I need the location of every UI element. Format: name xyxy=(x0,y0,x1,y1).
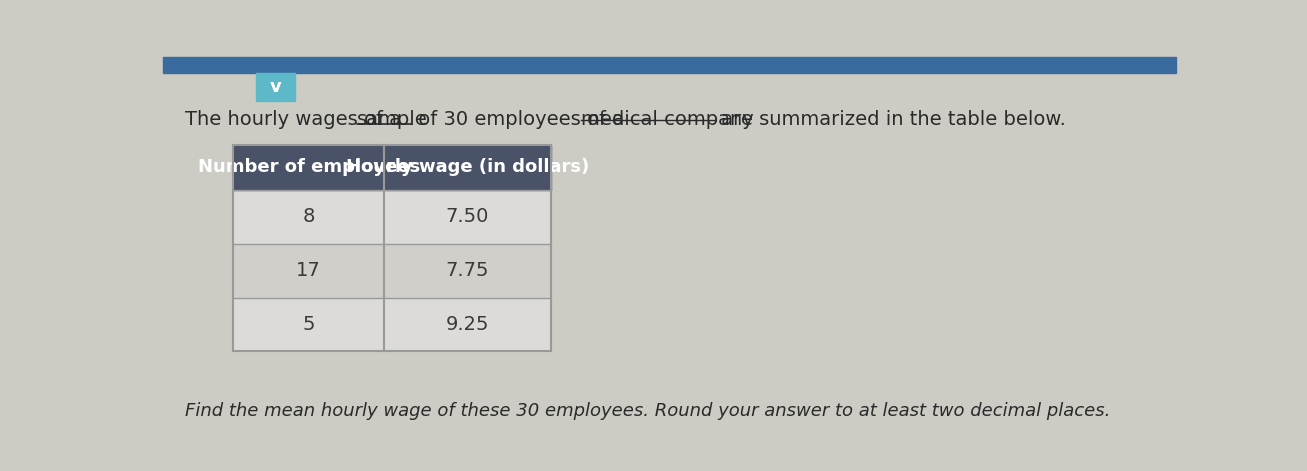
Bar xyxy=(233,145,550,190)
Text: 5: 5 xyxy=(302,315,315,334)
Text: 17: 17 xyxy=(297,261,322,280)
Text: 7.50: 7.50 xyxy=(446,207,489,226)
Bar xyxy=(384,298,550,351)
Bar xyxy=(233,298,384,351)
Text: are summarized in the table below.: are summarized in the table below. xyxy=(715,110,1067,129)
Bar xyxy=(256,73,295,101)
Text: The hourly wages of a: The hourly wages of a xyxy=(186,110,408,129)
Text: sample: sample xyxy=(357,110,429,129)
Bar xyxy=(233,190,384,244)
Bar xyxy=(163,57,1176,73)
Text: 8: 8 xyxy=(302,207,315,226)
Text: v: v xyxy=(269,78,281,97)
Bar xyxy=(384,190,550,244)
Bar xyxy=(233,244,384,298)
Text: Hourly wage (in dollars): Hourly wage (in dollars) xyxy=(346,158,589,177)
Text: 7.75: 7.75 xyxy=(446,261,489,280)
Text: Find the mean hourly wage of these 30 employees. Round your answer to at least t: Find the mean hourly wage of these 30 em… xyxy=(186,402,1111,420)
Text: 9.25: 9.25 xyxy=(446,315,489,334)
Bar xyxy=(384,244,550,298)
Text: Number of employees: Number of employees xyxy=(197,158,420,177)
Text: of 30 employees of a: of 30 employees of a xyxy=(412,110,630,129)
Text: medical company: medical company xyxy=(582,110,754,129)
Bar xyxy=(233,145,550,351)
